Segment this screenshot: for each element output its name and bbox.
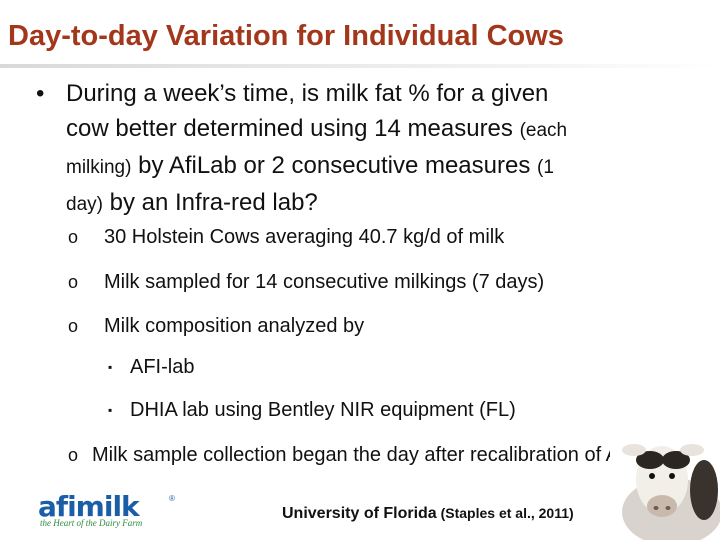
nested-bullet-marker: ▪ <box>108 403 113 417</box>
sub-bullet-marker: o <box>68 272 79 292</box>
main-line-1: During a week’s time, is milk fat % for … <box>66 80 549 107</box>
sub-bullet-cows: 30 Holstein Cows averaging 40.7 kg/d of … <box>104 226 505 248</box>
title-divider <box>0 64 720 68</box>
main-line-3: milking) by AfiLab or 2 consecutive meas… <box>66 148 666 185</box>
credit-university: University of Florida <box>282 505 437 522</box>
logo-wordmark: afimilk <box>38 490 140 523</box>
main-bullet-marker: • <box>36 80 45 107</box>
logo-registered-mark: ® <box>169 494 175 503</box>
main-line-4a: day) <box>66 194 103 215</box>
main-line-3b: by AfiLab or 2 consecutive measures <box>131 152 538 179</box>
sub-bullet-marker: o <box>68 316 79 336</box>
sub-bullet-marker: o <box>68 227 79 247</box>
last-bullet-recalibration: Milk sample collection began the day aft… <box>92 444 637 466</box>
nested-bullet-afilab: AFI-lab <box>130 356 195 378</box>
nested-bullet-marker: ▪ <box>108 360 113 374</box>
main-line-2: cow better determined using 14 measures … <box>66 111 666 148</box>
logo-tagline: the Heart of the Dairy Farm <box>40 518 143 528</box>
slide-title: Day-to-day Variation for Individual Cows <box>8 20 564 52</box>
main-line-4: day) by an Infra-red lab? <box>66 185 666 222</box>
main-line-3c: (1 <box>537 157 554 178</box>
main-line-4b: by an Infra-red lab? <box>102 189 318 216</box>
main-bullet-text: During a week’s time, is milk fat % for … <box>66 76 666 222</box>
cow-image <box>610 420 720 540</box>
sub-bullet-sampling: Milk sampled for 14 consecutive milkings… <box>104 271 545 293</box>
footer-credit: University of Florida (Staples et al., 2… <box>282 505 574 523</box>
afimilk-logo: afimilk ® the Heart of the Dairy Farm <box>38 490 198 530</box>
main-line-3a: milking) <box>66 157 132 178</box>
nested-bullet-dhia: DHIA lab using Bentley NIR equipment (FL… <box>130 399 516 421</box>
credit-citation: (Staples et al., 2011) <box>436 505 574 521</box>
sub-bullet-analysis: Milk composition analyzed by <box>104 315 365 337</box>
main-line-2b: (each <box>519 120 568 141</box>
main-line-2a: cow better determined using 14 measures <box>66 115 520 142</box>
last-bullet-marker: o <box>68 445 79 465</box>
